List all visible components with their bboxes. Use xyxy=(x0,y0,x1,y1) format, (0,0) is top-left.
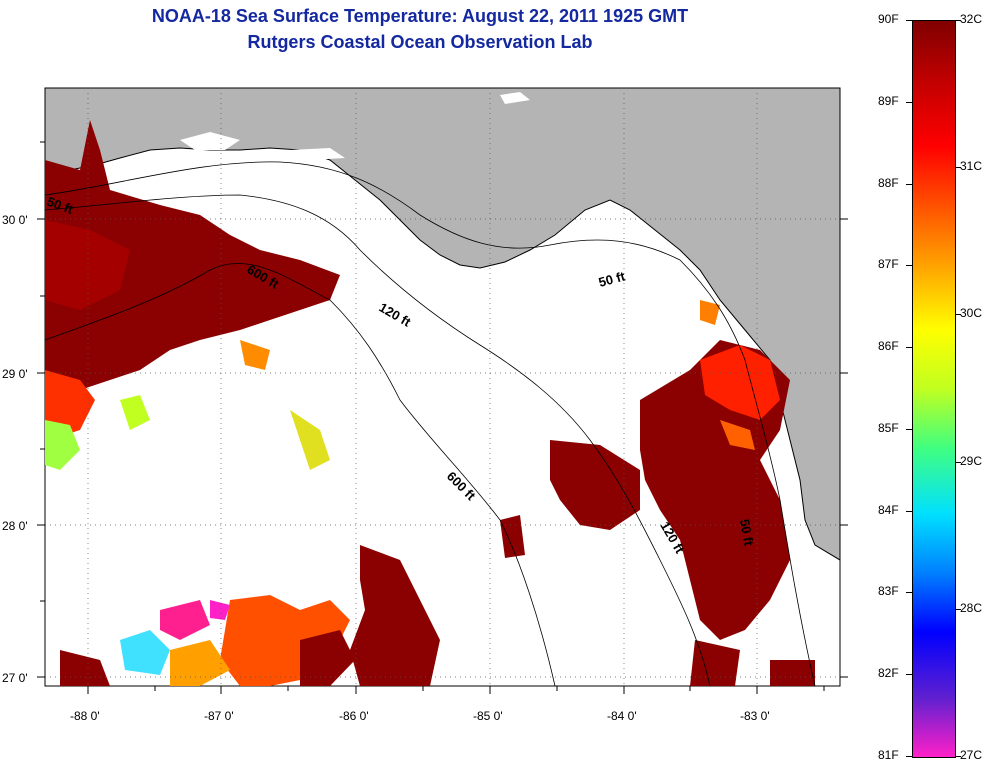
map-subtitle: Rutgers Coastal Ocean Observation Lab xyxy=(247,32,593,52)
colorbar-tick xyxy=(906,101,912,103)
sst-warm-region xyxy=(45,120,340,395)
colorbar-tick xyxy=(906,428,912,430)
colorbar-c-label: 32C xyxy=(960,12,983,26)
colorbar-tick xyxy=(906,756,912,757)
colorbar-c-label: 27C xyxy=(960,748,983,762)
colorbar-c-label: 31C xyxy=(960,159,983,174)
contour-50ft xyxy=(44,161,816,687)
lon-label: -85 0' xyxy=(473,709,503,723)
lat-label: 30 0' xyxy=(2,213,28,227)
colorbar-tick xyxy=(955,756,961,757)
lon-label: -87 0' xyxy=(204,709,234,723)
lat-label: 29 0' xyxy=(2,367,28,381)
colorbar-tick xyxy=(906,183,912,185)
lon-label: -88 0' xyxy=(70,709,100,723)
colorbar-f-label: 84F xyxy=(878,502,899,517)
colorbar-tick xyxy=(955,314,961,316)
colorbar-f-label: 89F xyxy=(878,93,899,108)
lon-label: -84 0' xyxy=(607,709,637,723)
contour-600ft xyxy=(44,263,556,687)
colorbar xyxy=(912,20,956,758)
colorbar-f-label: 81F xyxy=(878,748,899,762)
colorbar-tick xyxy=(955,461,961,463)
colorbar-tick xyxy=(955,167,961,169)
lat-label: 28 0' xyxy=(2,519,28,533)
lon-label: -86 0' xyxy=(339,709,369,723)
colorbar-tick xyxy=(906,347,912,349)
contour-120ft xyxy=(44,194,711,687)
colorbar-tick xyxy=(955,20,961,21)
lat-label: 27 0' xyxy=(2,671,28,685)
colorbar-tick xyxy=(906,265,912,267)
contour-label: 50 ft xyxy=(597,268,627,290)
colorbar-f-label: 85F xyxy=(878,420,899,435)
colorbar-c-label: 29C xyxy=(960,453,983,468)
lon-label: -83 0' xyxy=(740,709,770,723)
colorbar-f-label: 90F xyxy=(878,12,899,26)
colorbar-f-label: 82F xyxy=(878,666,899,681)
map-title: NOAA-18 Sea Surface Temperature: August … xyxy=(151,6,689,26)
colorbar-tick xyxy=(906,510,912,512)
land-mass xyxy=(45,88,840,561)
colorbar-tick xyxy=(906,592,912,594)
colorbar-c-label: 28C xyxy=(960,600,983,615)
colorbar-f-label: 87F xyxy=(878,257,899,272)
colorbar-tick xyxy=(955,608,961,610)
colorbar-f-label: 88F xyxy=(878,175,899,190)
colorbar-f-label: 86F xyxy=(878,339,899,354)
colorbar-tick xyxy=(906,20,912,21)
colorbar-f-label: 83F xyxy=(878,584,899,599)
colorbar-c-label: 30C xyxy=(960,306,983,321)
colorbar-tick xyxy=(906,674,912,676)
contour-label: 50 ft xyxy=(737,518,757,548)
